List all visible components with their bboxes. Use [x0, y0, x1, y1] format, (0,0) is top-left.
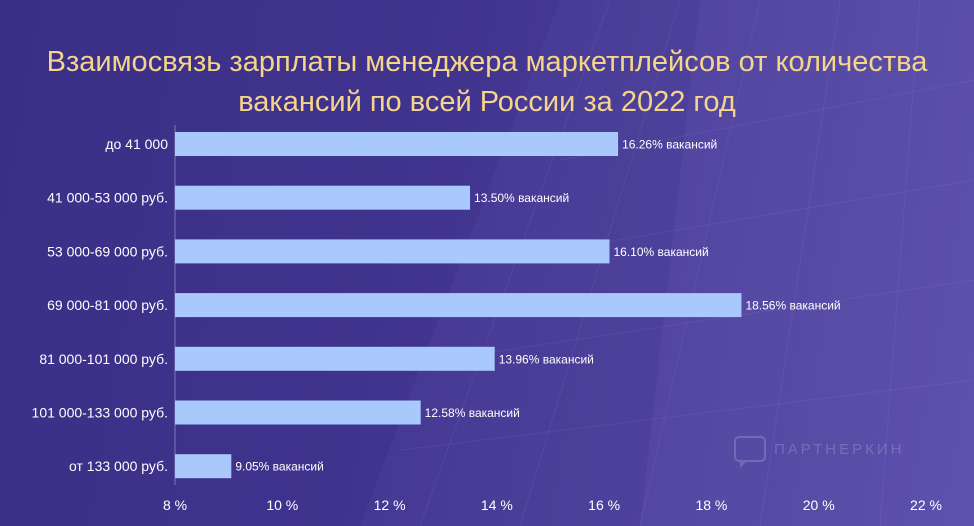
bar [175, 132, 619, 156]
chat-bubble-icon [734, 436, 766, 468]
x-tick-label: 14 % [481, 497, 513, 513]
data-label: 12.58% вакансий [425, 406, 520, 420]
data-label: 13.50% вакансий [474, 191, 569, 205]
watermark-text: ПАРТНЕРКИН [774, 440, 905, 458]
category-label: 101 000-133 000 руб. [32, 405, 168, 421]
bar [175, 239, 610, 264]
category-label: от 133 000 руб. [69, 458, 168, 474]
bar [175, 454, 232, 479]
category-label: 53 000-69 000 руб. [47, 243, 168, 259]
bar [175, 185, 471, 210]
data-label: 16.10% вакансий [614, 245, 709, 259]
category-label: 81 000-101 000 руб. [39, 351, 168, 367]
x-tick-label: 18 % [695, 497, 727, 513]
x-tick-label: 12 % [374, 497, 406, 513]
chart-title-line-1: Взаимосвязь зарплаты менеджера маркетпле… [46, 46, 928, 78]
x-tick-label: 20 % [803, 497, 835, 513]
category-label: до 41 000 [105, 136, 168, 152]
x-tick-label: 10 % [266, 497, 298, 513]
watermark: ПАРТНЕРКИН [734, 436, 905, 468]
data-label: 9.05% вакансий [235, 460, 324, 474]
category-label: 41 000-53 000 руб. [47, 190, 168, 206]
data-label: 16.26% вакансий [622, 138, 717, 152]
bar [175, 293, 742, 318]
category-label: 69 000-81 000 руб. [47, 297, 168, 313]
bar [175, 346, 495, 371]
x-tick-label: 8 % [163, 497, 187, 513]
chart-title-line-2: вакансий по всей России за 2022 год [238, 86, 736, 118]
chart-title: Взаимосвязь зарплаты менеджера маркетпле… [0, 42, 974, 122]
bar [175, 400, 421, 425]
x-tick-label: 22 % [910, 497, 942, 513]
data-label: 18.56% вакансий [745, 299, 840, 313]
x-tick-label: 16 % [588, 497, 620, 513]
data-label: 13.96% вакансий [499, 352, 594, 366]
